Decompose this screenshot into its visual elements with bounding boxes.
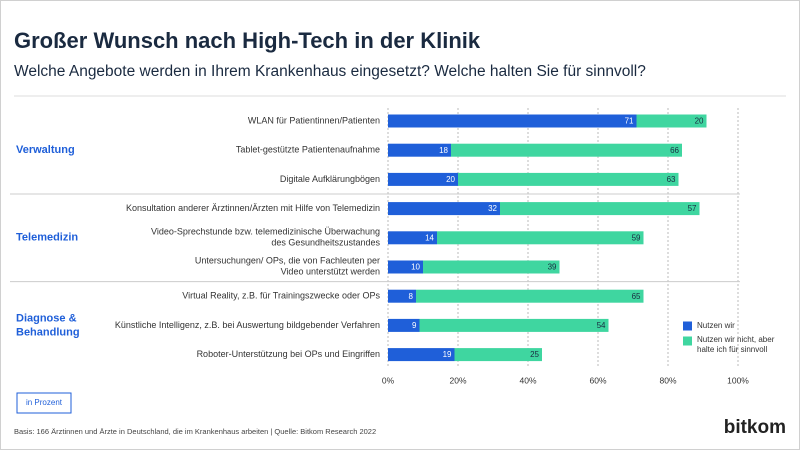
y-tick-label: Künstliche Intelligenz, z.B. bei Auswert… [115,320,380,330]
y-tick-label: Digitale Aufklärungbögen [280,174,380,184]
y-tick-label: Untersuchungen/ OPs, die von Fachleuten … [195,256,380,277]
value-label: 39 [548,263,557,272]
y-tick-label: Tablet-gestützte Patientenaufnahme [236,145,380,155]
bar-segment [454,348,542,362]
bar-segment [388,231,437,245]
value-label: 20 [695,117,704,126]
y-tick-label: Konsultation anderer Ärztinnen/Ärzten mi… [126,203,380,213]
bar-segment [437,231,644,245]
value-label: 25 [530,350,539,359]
bar-segment [388,172,458,186]
bar-segment [388,143,451,157]
bar-segment [419,318,609,332]
bar-segment [636,114,707,128]
value-label: 19 [443,350,452,359]
x-tick-label: 60% [589,375,606,385]
value-label: 71 [625,117,634,126]
value-label: 63 [667,175,676,184]
group-label: Telemedizin [16,232,78,244]
unit-note: in Prozent [26,398,63,407]
legend-label: Nutzen wir nicht, aber halte ich für sinn… [697,335,775,354]
value-label: 20 [446,175,455,184]
y-tick-label: Virtual Reality, z.B. für Trainingszweck… [182,291,380,301]
value-label: 9 [412,321,417,330]
value-label: 14 [425,233,434,242]
unit-box [16,392,72,414]
value-label: 66 [670,146,679,155]
legend-label: Nutzen wir [697,321,735,330]
legend-swatch [683,336,692,346]
value-label: 59 [632,233,641,242]
bar-segment [388,114,637,128]
y-tick-label: WLAN für Patientinnen/Patienten [248,115,380,125]
x-tick-label: 80% [659,375,676,385]
value-label: 8 [409,292,414,301]
value-label: 65 [632,292,641,301]
value-label: 18 [439,146,448,155]
bar-segment [388,348,455,362]
brand: bitkom [724,417,786,438]
y-tick-label: Roboter-Unterstützung bei OPs und Eingri… [197,349,380,359]
value-label: 57 [688,204,697,213]
group-label: Diagnose & Behandlung [16,312,80,338]
chart-title: Großer Wunsch nach High-Tech in der Klin… [14,28,481,53]
bar-segment [500,202,700,216]
bar-segment [423,260,560,274]
value-label: 10 [411,263,420,272]
x-tick-label: 100% [727,375,749,385]
chart-subtitle: Welche Angebote werden in Ihrem Krankenh… [14,63,646,80]
bar-segment [416,289,644,303]
bar-segment [451,143,682,157]
bar-segment [388,202,500,216]
x-tick-label: 0% [382,375,395,385]
source: Basis: 166 Ärztinnen und Ärzte in Deutsc… [14,427,376,436]
x-tick-label: 20% [449,375,466,385]
x-tick-label: 40% [519,375,536,385]
bar-segment [388,260,423,274]
bar-segment [388,289,416,303]
y-tick-label: Video-Sprechstunde bzw. telemedizinische… [151,227,380,248]
value-label: 54 [597,321,606,330]
bar-segment [458,172,679,186]
value-label: 32 [488,204,497,213]
legend-swatch [683,321,692,331]
bar-segment [388,318,420,332]
group-label: Verwaltung [16,144,75,156]
